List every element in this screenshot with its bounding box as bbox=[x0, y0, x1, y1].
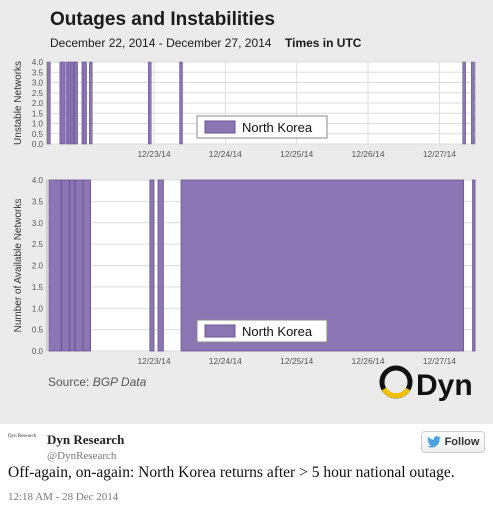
x-tick-label: 12/27/14 bbox=[423, 149, 456, 159]
bar bbox=[83, 61, 87, 145]
legend-label: North Korea bbox=[242, 324, 313, 339]
bar bbox=[471, 61, 475, 145]
y-tick-label: 0.5 bbox=[32, 326, 44, 335]
bar bbox=[88, 61, 93, 145]
y-tick-label: 0.0 bbox=[32, 140, 44, 149]
dyn-logo-text: Dyn bbox=[416, 369, 473, 402]
y-tick-label: 4.0 bbox=[32, 58, 44, 67]
dyn-logo: Dyn bbox=[379, 365, 473, 402]
area-segment bbox=[69, 179, 76, 352]
chart-panel-2: 0.0 0.5 1.0 1.5 2.0 2.5 3.0 3.5 4.0 12/23/14 12/24… bbox=[13, 176, 476, 366]
area-segment bbox=[74, 179, 84, 352]
charts-svg: 0.00.51.01.52.02.53.03.54.012/23/14 12/24… bbox=[13, 58, 476, 366]
y-axis-label: Number of Available Networks bbox=[13, 199, 24, 333]
tweet-text: Off-again, on-again: North Korea returns… bbox=[8, 464, 455, 481]
x-tick-label: 12/24/14 bbox=[209, 356, 242, 366]
y-tick-label: 2.5 bbox=[32, 240, 44, 249]
y-tick-label: 1.0 bbox=[32, 120, 44, 129]
tweet-author-handle[interactable]: @DynResearch bbox=[47, 450, 117, 462]
source-name: BGP Data bbox=[92, 375, 147, 389]
follow-button[interactable]: Follow bbox=[421, 431, 485, 453]
legend-label: North Korea bbox=[242, 120, 313, 135]
y-tick-label: 2.0 bbox=[32, 99, 44, 108]
chart-source: Source: BGP Data bbox=[48, 375, 146, 389]
chart-subtitle: December 22, 2014 - December 27, 2014 bbox=[50, 36, 272, 50]
legend: North Korea bbox=[196, 115, 328, 139]
area-segment bbox=[61, 179, 70, 352]
x-tick-label: 12/24/14 bbox=[209, 149, 242, 159]
legend: North Korea bbox=[196, 319, 328, 343]
chart-panel-1: 0.00.51.0 1.52.02.53.0 3.54.0 12/23/14 12/24… bbox=[13, 58, 476, 159]
bar bbox=[179, 61, 183, 145]
y-tick-label: 3.0 bbox=[32, 219, 44, 228]
y-tick-label: 1.0 bbox=[32, 304, 44, 313]
area-segment bbox=[472, 179, 476, 352]
x-tick-label: 12/27/14 bbox=[423, 356, 456, 366]
y-tick-label: 3.0 bbox=[32, 79, 44, 88]
bar bbox=[47, 61, 51, 145]
legend-swatch bbox=[204, 324, 236, 338]
y-tick-label: 2.5 bbox=[32, 89, 44, 98]
area-segment bbox=[157, 179, 164, 352]
twitter-bird-icon bbox=[426, 436, 441, 448]
x-tick-label: 12/23/14 bbox=[137, 356, 170, 366]
area-segment bbox=[149, 179, 155, 352]
chart-figure: Outages and Instabilities December 22, 2… bbox=[0, 0, 493, 424]
avatar[interactable]: Dyn Research bbox=[8, 434, 37, 439]
source-prefix: Source: bbox=[48, 375, 90, 389]
tweet-author-name[interactable]: Dyn Research bbox=[47, 432, 125, 447]
y-tick-label: 3.5 bbox=[32, 197, 44, 206]
x-tick-label: 12/26/14 bbox=[351, 356, 384, 366]
y-axis-label: Unstable Networks bbox=[13, 61, 24, 145]
legend-swatch bbox=[204, 120, 236, 134]
y-tick-label: 0.0 bbox=[32, 347, 44, 356]
area-segment bbox=[83, 179, 91, 352]
y-tick-label: 1.5 bbox=[32, 109, 44, 118]
x-tick-label: 12/23/14 bbox=[137, 149, 170, 159]
chart-title: Outages and Instabilities bbox=[50, 9, 275, 30]
bar bbox=[74, 61, 78, 145]
y-tick-label: 1.5 bbox=[32, 283, 44, 292]
y-tick-label: 2.0 bbox=[32, 262, 44, 271]
y-tick-label: 3.5 bbox=[32, 68, 44, 77]
x-tick-label: 12/25/14 bbox=[280, 149, 313, 159]
y-tick-label: 4.0 bbox=[32, 176, 44, 185]
y-tick-label: 0.5 bbox=[32, 130, 44, 139]
tweet-card: Dyn Research Dyn Research @DynResearch F… bbox=[0, 424, 493, 506]
follow-button-label: Follow bbox=[444, 436, 480, 448]
bar bbox=[148, 61, 152, 145]
chart-subtitle-units: Times in UTC bbox=[285, 36, 362, 50]
bar bbox=[70, 61, 74, 145]
bar bbox=[462, 61, 466, 145]
tweet-timestamp[interactable]: 12:18 AM - 28 Dec 2014 bbox=[8, 491, 119, 503]
dyn-logo-arc-icon bbox=[381, 387, 411, 399]
bar bbox=[61, 61, 66, 145]
x-tick-label: 12/25/14 bbox=[280, 356, 313, 366]
x-tick-label: 12/26/14 bbox=[351, 149, 384, 159]
area-segment bbox=[48, 179, 62, 352]
